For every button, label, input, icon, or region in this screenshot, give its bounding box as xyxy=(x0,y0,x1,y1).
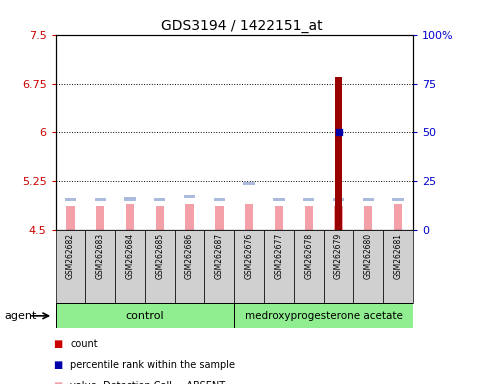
Bar xyxy=(154,198,166,201)
Text: ■: ■ xyxy=(53,360,63,370)
Text: GSM262685: GSM262685 xyxy=(156,233,164,279)
Text: GSM262676: GSM262676 xyxy=(245,233,254,279)
Bar xyxy=(364,206,372,230)
Bar xyxy=(245,204,253,230)
Bar xyxy=(335,77,342,230)
Text: GSM262680: GSM262680 xyxy=(364,233,373,279)
Bar xyxy=(184,195,195,198)
Bar xyxy=(215,206,224,230)
Text: control: control xyxy=(126,311,164,321)
Bar xyxy=(264,230,294,303)
Bar xyxy=(213,198,225,201)
Bar xyxy=(383,230,413,303)
Text: GSM262679: GSM262679 xyxy=(334,233,343,279)
Text: percentile rank within the sample: percentile rank within the sample xyxy=(70,360,235,370)
Bar xyxy=(324,230,354,303)
Bar xyxy=(234,230,264,303)
Bar xyxy=(115,230,145,303)
Text: count: count xyxy=(70,339,98,349)
Bar xyxy=(56,303,234,328)
Bar xyxy=(354,230,383,303)
Bar xyxy=(394,204,402,230)
Text: value, Detection Call = ABSENT: value, Detection Call = ABSENT xyxy=(70,381,225,384)
Text: GSM262683: GSM262683 xyxy=(96,233,105,279)
Bar xyxy=(175,230,204,303)
Bar xyxy=(243,182,255,185)
Text: agent: agent xyxy=(5,311,37,321)
Bar xyxy=(96,206,104,230)
Bar xyxy=(95,198,106,201)
Bar xyxy=(392,198,404,201)
Bar xyxy=(65,198,76,201)
Bar xyxy=(85,230,115,303)
Bar xyxy=(56,230,85,303)
Bar xyxy=(273,198,284,201)
Bar xyxy=(124,197,136,201)
Bar xyxy=(185,204,194,230)
Text: GSM262682: GSM262682 xyxy=(66,233,75,278)
Bar xyxy=(234,303,413,328)
Bar xyxy=(145,230,175,303)
Bar xyxy=(294,230,324,303)
Bar xyxy=(156,206,164,230)
Text: GSM262677: GSM262677 xyxy=(274,233,284,279)
Bar xyxy=(126,204,134,230)
Text: GSM262681: GSM262681 xyxy=(394,233,402,278)
Text: GSM262687: GSM262687 xyxy=(215,233,224,279)
Text: GSM262686: GSM262686 xyxy=(185,233,194,279)
Bar xyxy=(66,206,74,230)
Text: ■: ■ xyxy=(53,381,63,384)
Bar xyxy=(275,206,283,230)
Text: GSM262678: GSM262678 xyxy=(304,233,313,279)
Text: medroxyprogesterone acetate: medroxyprogesterone acetate xyxy=(245,311,402,321)
Text: ■: ■ xyxy=(53,339,63,349)
Bar xyxy=(334,206,342,230)
Bar xyxy=(303,198,314,201)
Text: GDS3194 / 1422151_at: GDS3194 / 1422151_at xyxy=(161,19,322,33)
Bar xyxy=(333,198,344,201)
Bar xyxy=(363,198,374,201)
Bar xyxy=(305,206,313,230)
Bar xyxy=(204,230,234,303)
Text: GSM262684: GSM262684 xyxy=(126,233,134,279)
